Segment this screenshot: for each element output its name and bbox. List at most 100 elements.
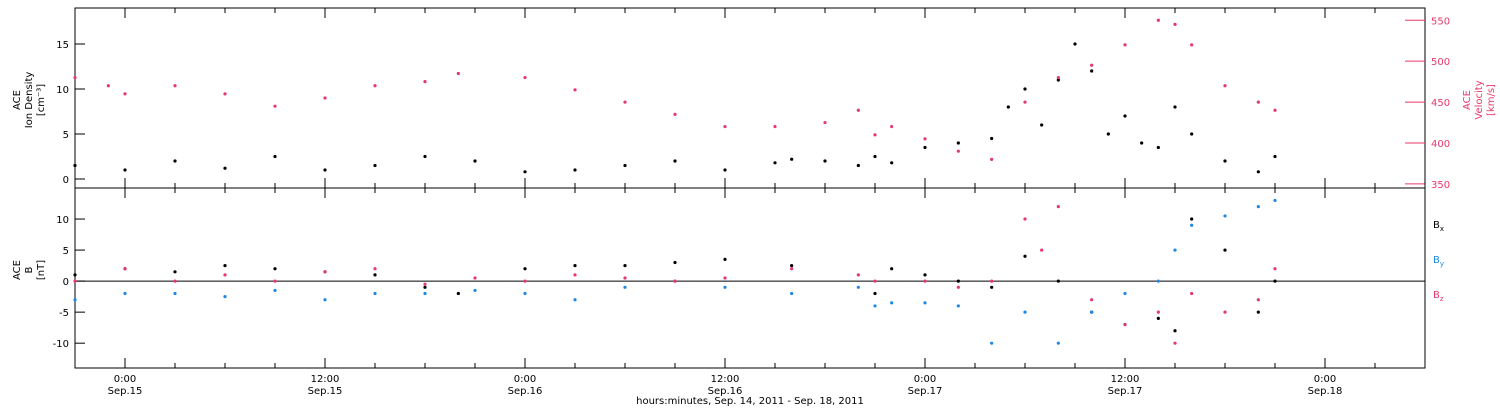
data-point-bz bbox=[473, 276, 477, 280]
data-point-bx bbox=[956, 279, 960, 283]
data-point-by bbox=[1090, 310, 1094, 314]
top-right-ylabel-instrument: ACE bbox=[1462, 90, 1473, 110]
x-tick-time-label: 12:00 bbox=[1111, 374, 1140, 385]
data-point-bz bbox=[1190, 291, 1194, 296]
bottom-y-ticks: -10 -5 0 5 10 bbox=[53, 215, 85, 350]
data-point bbox=[1056, 75, 1060, 80]
data-point-bx bbox=[890, 267, 894, 271]
data-point-by bbox=[1123, 291, 1127, 296]
data-point-by bbox=[1256, 205, 1260, 209]
data-point-bz bbox=[173, 279, 177, 283]
data-point-by bbox=[1273, 198, 1277, 203]
data-point bbox=[1123, 43, 1127, 47]
data-point-by bbox=[890, 301, 894, 305]
data-point-bx bbox=[990, 285, 994, 289]
data-point bbox=[773, 125, 777, 129]
x-tick-time-label: 0:00 bbox=[914, 374, 936, 385]
bottom-y-tick-label: 5 bbox=[63, 246, 69, 257]
data-point-bz bbox=[790, 267, 794, 271]
data-point-bz bbox=[1056, 205, 1060, 209]
data-point bbox=[1273, 154, 1277, 159]
data-point-bz bbox=[1090, 298, 1094, 302]
bottom-left-ylabel: ACE B [nT] bbox=[12, 260, 47, 280]
data-point bbox=[323, 168, 327, 172]
top-left-ylabel-unit: [cm⁻³] bbox=[36, 84, 47, 116]
data-point-by bbox=[473, 288, 477, 293]
x-tick-date-label: Sep.16 bbox=[708, 386, 743, 397]
bottom-left-ylabel-quantity: B bbox=[24, 266, 35, 273]
data-point-bz bbox=[1123, 322, 1127, 327]
data-point bbox=[1273, 108, 1277, 112]
data-point bbox=[790, 157, 794, 161]
data-point-bz bbox=[923, 279, 927, 283]
data-point bbox=[923, 145, 927, 150]
data-point-by bbox=[723, 285, 727, 289]
data-point-by bbox=[273, 288, 277, 293]
data-point-bz bbox=[723, 276, 727, 280]
bottom-left-ylabel-unit: [nT] bbox=[36, 260, 47, 280]
data-point bbox=[123, 92, 127, 96]
data-point-bx bbox=[1023, 254, 1027, 258]
data-point bbox=[223, 166, 227, 170]
data-point bbox=[1173, 105, 1177, 109]
data-point bbox=[1190, 43, 1194, 47]
data-point bbox=[1040, 123, 1044, 127]
bottom-y-tick-label: 0 bbox=[63, 277, 69, 288]
data-point-by bbox=[223, 295, 227, 299]
data-point-bz bbox=[990, 279, 994, 283]
data-point-bz bbox=[1173, 341, 1177, 345]
top-y-tick-label: 15 bbox=[56, 40, 69, 51]
data-point-bz bbox=[223, 273, 227, 277]
data-point-bz bbox=[673, 279, 677, 283]
data-point-bz bbox=[1256, 298, 1260, 302]
data-point-bx bbox=[523, 267, 527, 271]
data-point bbox=[1173, 22, 1177, 26]
legend-item-x: Bx bbox=[1433, 220, 1444, 233]
top-left-ylabel-instrument: ACE bbox=[12, 90, 23, 110]
data-point-by bbox=[856, 285, 860, 289]
data-point bbox=[890, 125, 894, 129]
data-point-by bbox=[1173, 248, 1177, 252]
data-point bbox=[623, 100, 627, 104]
data-point-by bbox=[1023, 310, 1027, 314]
data-point bbox=[1023, 87, 1027, 91]
data-point bbox=[890, 161, 894, 165]
top-right-y-tick-label: 500 bbox=[1431, 57, 1450, 68]
top-y-tick-label: 10 bbox=[56, 85, 69, 96]
data-point-bx bbox=[456, 291, 460, 296]
data-point bbox=[1106, 132, 1110, 136]
data-point bbox=[823, 120, 827, 125]
data-point-by bbox=[990, 341, 994, 345]
data-point bbox=[990, 157, 994, 161]
data-point-bx bbox=[1156, 316, 1160, 320]
x-tick-date-label: Sep.17 bbox=[908, 386, 943, 397]
data-point bbox=[573, 168, 577, 172]
bottom-y-tick-label: 10 bbox=[56, 215, 69, 226]
data-point bbox=[1156, 145, 1160, 150]
data-point-bx bbox=[173, 270, 177, 274]
data-point-bx bbox=[1190, 217, 1194, 221]
data-point bbox=[1223, 84, 1227, 88]
top-y-tick-label: 5 bbox=[63, 130, 69, 141]
bottom-y-tick-label: -5 bbox=[59, 308, 69, 319]
data-point-bz bbox=[1273, 267, 1277, 271]
data-point bbox=[823, 159, 827, 163]
x-tick-time-label: 12:00 bbox=[711, 374, 740, 385]
data-point bbox=[856, 108, 860, 112]
data-point-bz bbox=[873, 279, 877, 283]
top-panel: 0 5 10 15 350 400 450 500 550 ACE Ion Density [… bbox=[12, 7, 1497, 191]
top-y-ticks: 0 5 10 15 bbox=[56, 40, 85, 186]
data-point-bz bbox=[373, 267, 377, 271]
data-point-bz bbox=[1040, 248, 1044, 252]
data-point bbox=[873, 133, 877, 137]
data-point-by bbox=[923, 301, 927, 305]
data-point bbox=[723, 125, 727, 129]
bottom-panel-frame bbox=[74, 187, 1426, 369]
data-point bbox=[73, 163, 77, 168]
data-point-by bbox=[623, 285, 627, 289]
legend-item-y: By bbox=[1433, 255, 1444, 268]
data-point-bx bbox=[873, 291, 877, 296]
data-point-bx bbox=[1223, 248, 1227, 252]
data-point bbox=[1256, 100, 1260, 104]
